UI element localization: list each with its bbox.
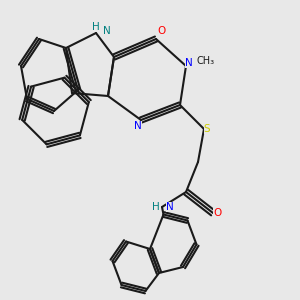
Text: H: H	[152, 202, 160, 212]
Text: N: N	[185, 58, 193, 68]
Text: N: N	[166, 202, 173, 212]
Text: S: S	[204, 124, 210, 134]
Text: H: H	[92, 22, 100, 32]
Text: N: N	[103, 26, 110, 37]
Text: O: O	[213, 208, 222, 218]
Text: O: O	[158, 26, 166, 37]
Text: CH₃: CH₃	[196, 56, 214, 67]
Text: N: N	[134, 121, 142, 131]
